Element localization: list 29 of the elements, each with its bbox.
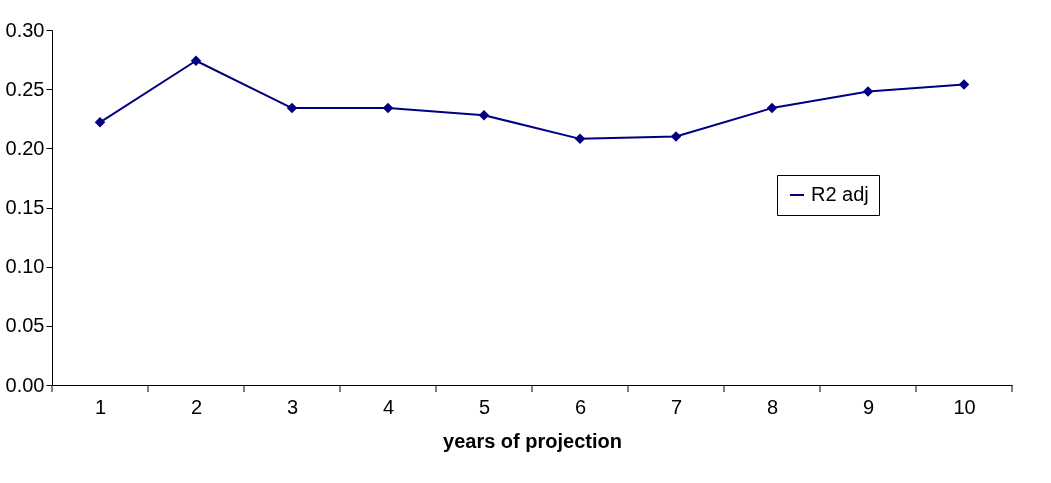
x-tick-label: 4 bbox=[382, 395, 395, 418]
point bbox=[670, 131, 682, 142]
point bbox=[574, 133, 586, 145]
x-tick-label: 5 bbox=[478, 395, 491, 418]
point bbox=[958, 79, 970, 90]
x-tick-label: 7 bbox=[670, 395, 683, 418]
x-tick-label: 1 bbox=[94, 395, 107, 418]
x-tick-label: 3 bbox=[286, 395, 299, 418]
point bbox=[862, 86, 874, 97]
y-tick-label: 0.30 bbox=[5, 18, 45, 41]
point bbox=[190, 55, 202, 67]
legend-label: R2 adj bbox=[811, 183, 869, 205]
point bbox=[382, 102, 394, 114]
point bbox=[286, 102, 298, 114]
y-tick-label: 0.25 bbox=[5, 77, 45, 100]
x-tick-label: 6 bbox=[574, 395, 587, 418]
x-tick-label: 8 bbox=[766, 395, 779, 418]
y-tick-label: 0.00 bbox=[5, 373, 45, 396]
y-tick-label: 0.20 bbox=[5, 136, 45, 159]
point bbox=[94, 117, 106, 128]
x-tick-label: 9 bbox=[862, 395, 875, 418]
y-tick-label: 0.10 bbox=[5, 255, 45, 278]
x-tick-label: 10 bbox=[953, 395, 976, 418]
point bbox=[766, 102, 778, 114]
y-tick-label: 0.05 bbox=[5, 314, 45, 337]
point bbox=[478, 109, 490, 121]
x-tick-label: 2 bbox=[190, 395, 203, 418]
y-tick-label: 0.15 bbox=[5, 196, 45, 218]
x-axis-title: years of projection bbox=[443, 429, 622, 452]
